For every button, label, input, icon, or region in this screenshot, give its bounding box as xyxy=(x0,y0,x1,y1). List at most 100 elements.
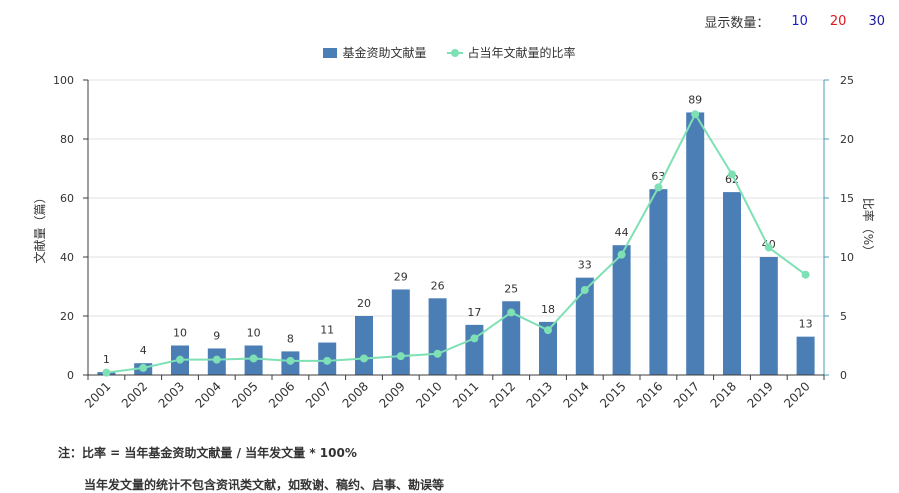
ratio-point xyxy=(691,110,700,119)
x-tick-label: 2012 xyxy=(487,379,518,410)
ratio-point xyxy=(102,368,111,377)
display-count-selector: 显示数量： 10 20 30 xyxy=(704,12,885,31)
x-tick-label: 2003 xyxy=(156,379,187,410)
ratio-point xyxy=(396,352,405,361)
chart-legend: 基金资助文献量 占当年文献量的比率 xyxy=(0,44,899,61)
ratio-point xyxy=(360,354,368,363)
bar-data-label: 89 xyxy=(688,93,702,106)
bar xyxy=(575,277,594,375)
legend-item-bar[interactable]: 基金资助文献量 xyxy=(323,44,427,61)
y-tick-label: 20 xyxy=(60,310,74,323)
ratio-point xyxy=(323,356,332,365)
x-tick-label: 2007 xyxy=(303,379,334,410)
ratio-point xyxy=(544,326,552,335)
bar xyxy=(759,257,778,375)
bar xyxy=(612,245,631,375)
display-count-label: 显示数量： xyxy=(704,16,770,31)
bar xyxy=(391,289,410,375)
y2-tick-label: 0 xyxy=(840,369,847,382)
y-tick-label: 80 xyxy=(60,133,74,146)
display-count-option-20[interactable]: 20 xyxy=(829,14,847,29)
ratio-point xyxy=(580,286,589,295)
x-tick-label: 2005 xyxy=(229,379,260,410)
ratio-point xyxy=(470,334,479,343)
legend-bar-swatch xyxy=(323,47,338,58)
bar xyxy=(355,316,373,375)
ratio-point xyxy=(286,356,295,365)
x-tick-label: 2009 xyxy=(376,379,407,410)
bar xyxy=(649,189,668,375)
ratio-line xyxy=(106,112,807,374)
x-tick-label: 2016 xyxy=(634,379,665,410)
ratio-point xyxy=(764,243,773,252)
y2-tick-label: 10 xyxy=(840,251,854,264)
ratio-point xyxy=(617,250,626,259)
legend-line-swatch xyxy=(446,48,463,58)
x-tick-label: 2013 xyxy=(524,379,555,410)
ratio-point xyxy=(654,183,663,192)
x-tick-label: 2011 xyxy=(450,379,481,410)
bar-data-label: 17 xyxy=(467,306,481,319)
x-tick-label: 2020 xyxy=(781,379,812,410)
bar-data-label: 8 xyxy=(287,332,294,345)
legend-line-label: 占当年文献量的比率 xyxy=(467,46,576,60)
bar-data-label: 25 xyxy=(504,282,518,295)
ratio-point xyxy=(728,170,736,179)
x-tick-label: 2006 xyxy=(266,379,297,410)
y-tick-label: 0 xyxy=(67,369,74,382)
y2-tick-label: 25 xyxy=(840,74,854,87)
x-tick-label: 2019 xyxy=(744,379,775,410)
y2-tick-label: 20 xyxy=(840,133,854,146)
bar-data-label: 13 xyxy=(799,318,813,331)
y-tick-label: 40 xyxy=(60,251,74,264)
bar xyxy=(428,298,447,375)
y-axis-title: 文献量（篇） xyxy=(32,191,47,263)
x-tick-label: 2015 xyxy=(597,379,628,410)
bar-data-label: 9 xyxy=(213,329,220,342)
bar-data-label: 10 xyxy=(173,327,187,340)
bar-data-label: 1 xyxy=(103,353,110,366)
ratio-point xyxy=(212,355,221,364)
x-tick-label: 2008 xyxy=(340,379,371,410)
x-tick-label: 2014 xyxy=(560,379,591,410)
bar-data-label: 33 xyxy=(578,259,592,272)
legend-bar-label: 基金资助文献量 xyxy=(342,46,427,60)
bar xyxy=(465,324,484,375)
x-tick-label: 2017 xyxy=(671,379,702,410)
y2-tick-label: 5 xyxy=(840,310,847,323)
bar xyxy=(539,321,557,375)
ratio-point xyxy=(176,355,184,364)
bar-data-label: 44 xyxy=(615,226,629,239)
legend-item-line[interactable]: 占当年文献量的比率 xyxy=(446,44,576,61)
bar-data-label: 26 xyxy=(431,279,445,292)
x-tick-label: 2001 xyxy=(82,379,113,410)
y2-axis-title: 比率（%） xyxy=(861,198,876,257)
ratio-point xyxy=(249,354,258,363)
x-tick-label: 2002 xyxy=(119,379,150,410)
bar xyxy=(502,301,521,375)
ratio-point xyxy=(507,308,516,317)
bar xyxy=(686,112,705,375)
bar xyxy=(796,336,815,375)
chart-notes: 注：比率 = 当年基金资助文献量 / 当年发文量 * 100% 当年发文量的统计… xyxy=(58,444,444,493)
bar-data-label: 4 xyxy=(140,344,147,357)
display-count-option-10[interactable]: 10 xyxy=(791,14,808,29)
display-count-option-30[interactable]: 30 xyxy=(868,14,885,29)
ratio-point xyxy=(139,363,148,372)
x-tick-label: 2004 xyxy=(192,379,223,410)
bar xyxy=(723,192,741,375)
y2-tick-label: 15 xyxy=(840,192,854,205)
bar-data-label: 18 xyxy=(541,303,555,316)
x-tick-label: 2010 xyxy=(413,379,444,410)
note-exclusion: 当年发文量的统计不包含资讯类文献，如致谢、稿约、启事、勘误等 xyxy=(84,478,445,492)
ratio-point xyxy=(801,270,810,279)
bar-data-label: 11 xyxy=(320,324,334,337)
note-ratio-formula: 注：比率 = 当年基金资助文献量 / 当年发文量 * 100% xyxy=(58,446,357,460)
y-tick-label: 60 xyxy=(60,192,74,205)
bar-data-label: 10 xyxy=(247,327,261,340)
y-tick-label: 100 xyxy=(53,74,74,87)
bar-data-label: 20 xyxy=(357,297,371,310)
bar-data-label: 29 xyxy=(394,270,408,283)
x-tick-label: 2018 xyxy=(708,379,739,410)
